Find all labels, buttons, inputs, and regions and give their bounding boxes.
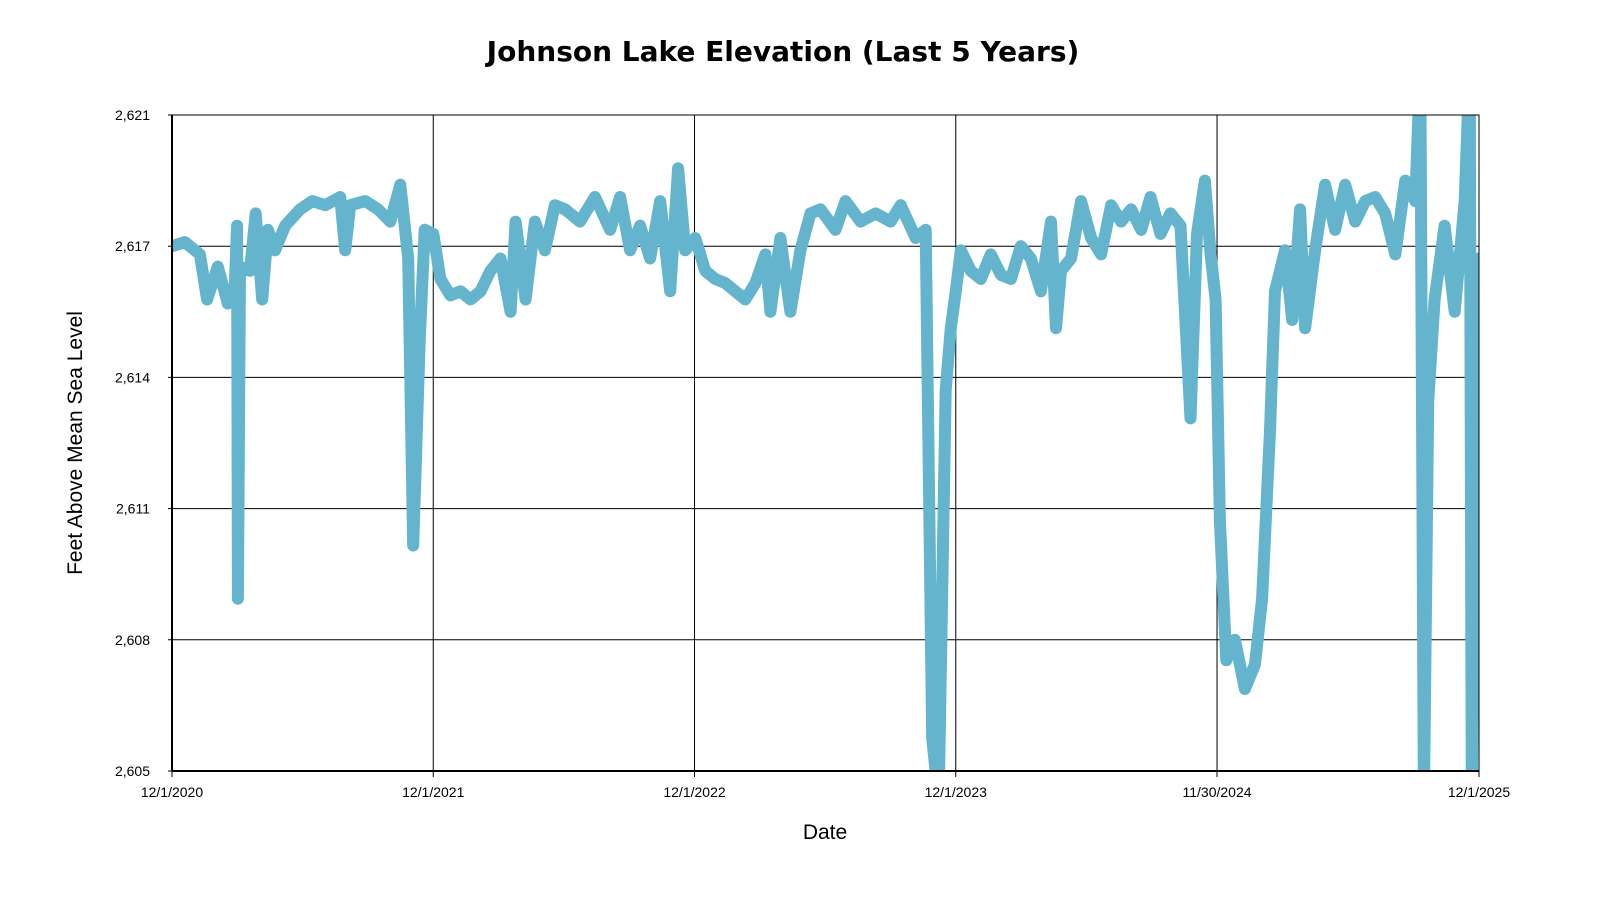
x-tick-label: 12/1/2022 — [663, 784, 725, 800]
y-tick-label: 2,608 — [115, 632, 150, 648]
x-tick-label: 12/1/2025 — [1448, 784, 1510, 800]
x-tick-labels: 12/1/2020 12/1/2021 12/1/2022 12/1/2023 11/3… — [141, 784, 1510, 800]
y-tick-labels: 2,621 2,617 2,614 2,611 2,608 2,605 — [115, 107, 150, 779]
chart-title: Johnson Lake Elevation (Last 5 Years) — [485, 35, 1080, 68]
elevation-line — [172, 115, 1479, 771]
y-tick-label: 2,605 — [115, 763, 150, 779]
series-layer — [172, 115, 1479, 771]
y-axis-label: Feet Above Mean Sea Level — [64, 311, 87, 575]
y-tick-label: 2,617 — [115, 238, 150, 254]
x-axis-label: Date — [803, 821, 847, 844]
x-tick-label: 12/1/2020 — [141, 784, 203, 800]
x-tick-label: 11/30/2024 — [1183, 784, 1252, 800]
x-tick-label: 12/1/2023 — [925, 784, 987, 800]
y-tick-label: 2,611 — [116, 501, 150, 517]
y-tick-label: 2,614 — [115, 369, 150, 385]
y-tick-label: 2,621 — [115, 107, 150, 123]
x-tick-label: 12/1/2021 — [402, 784, 464, 800]
